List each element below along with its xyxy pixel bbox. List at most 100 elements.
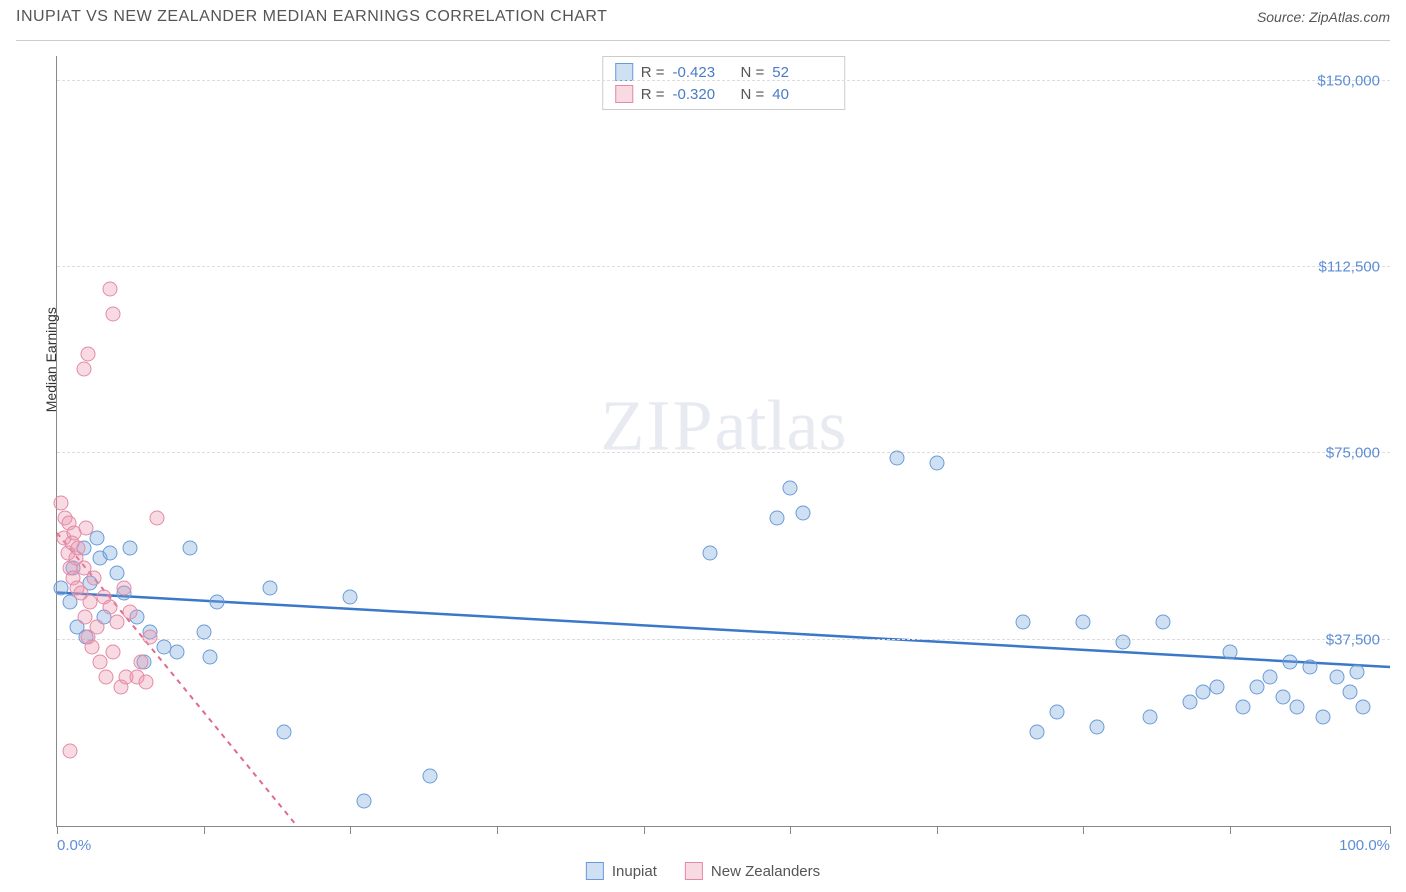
stat-r-value: -0.320: [673, 86, 733, 103]
watermark: ZIPatlas: [601, 384, 847, 467]
data-point: [1183, 694, 1198, 709]
data-point: [203, 650, 218, 665]
data-point: [84, 640, 99, 655]
chart-container: Median Earnings ZIPatlas R =-0.423N =52R…: [16, 40, 1390, 847]
data-point: [1156, 615, 1171, 630]
x-tick: [57, 826, 58, 834]
legend-swatch: [615, 85, 633, 103]
data-point: [92, 655, 107, 670]
data-point: [423, 769, 438, 784]
x-tick: [1230, 826, 1231, 834]
data-point: [769, 511, 784, 526]
stat-n-value: 52: [772, 64, 832, 81]
data-point: [1089, 719, 1104, 734]
data-point: [1223, 645, 1238, 660]
data-point: [71, 540, 86, 555]
y-tick-label: $37,500: [1326, 631, 1380, 648]
data-point: [139, 674, 154, 689]
data-point: [1116, 635, 1131, 650]
data-point: [133, 655, 148, 670]
data-point: [79, 520, 94, 535]
data-point: [116, 580, 131, 595]
series-legend: Inupiat New Zealanders: [586, 862, 820, 880]
data-point: [1349, 665, 1364, 680]
data-point: [105, 307, 120, 322]
x-tick: [1083, 826, 1084, 834]
data-point: [76, 361, 91, 376]
data-point: [169, 645, 184, 660]
data-point: [63, 744, 78, 759]
data-point: [929, 456, 944, 471]
data-point: [703, 545, 718, 560]
data-point: [1016, 615, 1031, 630]
data-point: [1329, 669, 1344, 684]
data-point: [109, 615, 124, 630]
data-point: [53, 496, 68, 511]
legend-label: New Zealanders: [711, 863, 820, 880]
data-point: [123, 605, 138, 620]
legend-row: R = -0.320 N = 40: [615, 83, 833, 105]
data-point: [149, 511, 164, 526]
data-point: [1076, 615, 1091, 630]
data-point: [196, 625, 211, 640]
stat-n-value: 40: [772, 86, 832, 103]
data-point: [183, 540, 198, 555]
y-axis-label: Median Earnings: [43, 307, 59, 412]
data-point: [89, 620, 104, 635]
data-point: [109, 565, 124, 580]
legend-label: Inupiat: [612, 863, 657, 880]
correlation-legend: R = -0.423 N = 52 R = -0.320 N = 40: [602, 56, 846, 110]
data-point: [103, 600, 118, 615]
data-point: [889, 451, 904, 466]
stat-n-label: N =: [741, 86, 765, 103]
data-point: [1289, 699, 1304, 714]
legend-swatch: [586, 862, 604, 880]
data-point: [1236, 699, 1251, 714]
y-tick-label: $75,000: [1326, 445, 1380, 462]
data-point: [143, 630, 158, 645]
gridline: [57, 80, 1390, 81]
y-tick-label: $112,500: [1319, 259, 1380, 276]
data-point: [1283, 655, 1298, 670]
data-point: [123, 540, 138, 555]
data-point: [796, 506, 811, 521]
data-point: [276, 724, 291, 739]
data-point: [783, 481, 798, 496]
gridline: [57, 639, 1390, 640]
legend-item: New Zealanders: [685, 862, 820, 880]
stat-r-value: -0.423: [673, 64, 733, 81]
data-point: [1356, 699, 1371, 714]
chart-title: INUPIAT VS NEW ZEALANDER MEDIAN EARNINGS…: [16, 8, 607, 26]
data-point: [263, 580, 278, 595]
gridline: [57, 266, 1390, 267]
legend-swatch: [615, 63, 633, 81]
data-point: [1343, 684, 1358, 699]
data-point: [343, 590, 358, 605]
x-tick: [497, 826, 498, 834]
x-tick: [644, 826, 645, 834]
data-point: [99, 669, 114, 684]
trend-line: [57, 593, 1390, 668]
gridline: [57, 452, 1390, 453]
data-point: [103, 282, 118, 297]
data-point: [87, 570, 102, 585]
stat-r-label: R =: [641, 86, 665, 103]
data-point: [1303, 660, 1318, 675]
data-point: [1316, 709, 1331, 724]
x-tick: [790, 826, 791, 834]
data-point: [209, 595, 224, 610]
data-point: [1276, 689, 1291, 704]
y-tick-label: $150,000: [1317, 72, 1380, 89]
data-point: [1209, 679, 1224, 694]
stat-n-label: N =: [741, 64, 765, 81]
x-tick-label: 0.0%: [57, 837, 91, 854]
x-tick: [350, 826, 351, 834]
data-point: [1049, 704, 1064, 719]
data-point: [80, 347, 95, 362]
x-tick-label: 100.0%: [1339, 837, 1390, 854]
stat-r-label: R =: [641, 64, 665, 81]
data-point: [1263, 669, 1278, 684]
plot-area: Median Earnings ZIPatlas R =-0.423N =52R…: [56, 56, 1390, 827]
data-point: [356, 794, 371, 809]
x-tick: [204, 826, 205, 834]
